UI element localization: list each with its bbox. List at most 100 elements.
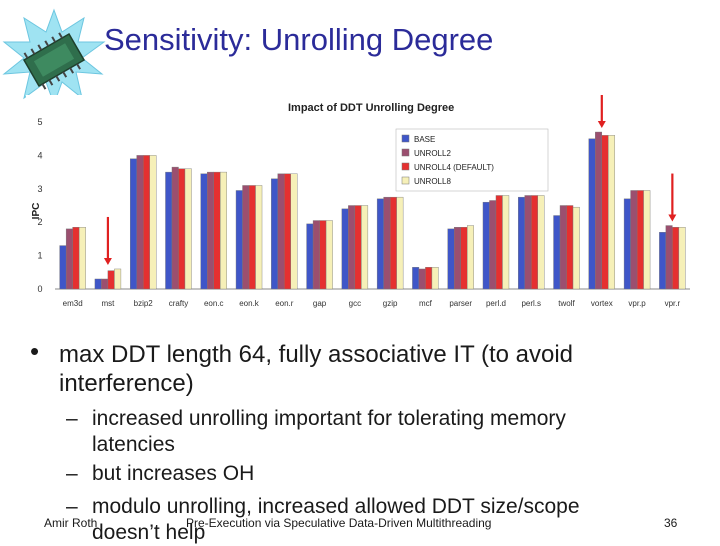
legend-label: BASE bbox=[414, 135, 435, 144]
bar-unroll8-parser bbox=[466, 225, 474, 290]
bar-unroll4-default-gzip bbox=[389, 196, 397, 290]
bar-base-mst bbox=[94, 278, 102, 290]
bar-base-parser bbox=[447, 228, 455, 290]
bar-unroll2-eon-r bbox=[277, 173, 285, 290]
x-tick-label: eon.c bbox=[204, 299, 224, 308]
legend-label: UNROLL8 bbox=[414, 177, 451, 186]
bar-unroll2-perl-s bbox=[524, 195, 532, 290]
bar-base-eon-k bbox=[235, 190, 243, 290]
bar-unroll4-default-mst bbox=[107, 270, 115, 290]
legend-label: UNROLL2 bbox=[414, 149, 451, 158]
bar-unroll8-mst bbox=[114, 268, 122, 290]
bar-unroll4-default-perl-d bbox=[495, 195, 503, 290]
bar-base-perl-s bbox=[518, 196, 525, 290]
bar-unroll4-default-crafty bbox=[178, 168, 186, 290]
bar-base-eon-c bbox=[200, 173, 208, 290]
bar-unroll8-bzip2 bbox=[149, 155, 157, 290]
sub-bullet-1-text-line2: latencies bbox=[92, 433, 175, 456]
annotation-arrow-head bbox=[668, 214, 677, 222]
bar-base-gap bbox=[306, 223, 314, 290]
bar-unroll8-perl-d bbox=[502, 195, 510, 290]
bar-unroll8-crafty bbox=[184, 168, 192, 290]
bar-unroll2-gap bbox=[312, 220, 320, 290]
bar-unroll4-default-parser bbox=[460, 227, 468, 290]
bar-unroll4-default-perl-s bbox=[531, 195, 538, 290]
bar-unroll2-eon-c bbox=[207, 171, 214, 290]
x-tick-label: bzip2 bbox=[134, 299, 154, 308]
x-tick-label: eon.r bbox=[275, 299, 294, 308]
bar-unroll4-default-mcf bbox=[425, 267, 433, 290]
bar-base-gcc bbox=[341, 208, 349, 290]
bar-unroll4-default-vortex bbox=[601, 135, 609, 290]
bar-unroll4-default-gcc bbox=[354, 205, 362, 290]
bar-unroll4-default-vpr-r bbox=[672, 227, 680, 290]
bar-base-vortex bbox=[588, 138, 596, 290]
y-axis-label: IPC bbox=[31, 203, 42, 220]
x-tick-label: gzip bbox=[383, 299, 398, 308]
chart-title: Impact of DDT Unrolling Degree bbox=[288, 102, 454, 114]
bar-unroll2-perl-d bbox=[489, 200, 497, 290]
slide-title: Sensitivity: Unrolling Degree bbox=[104, 22, 494, 57]
bar-unroll2-gzip bbox=[383, 196, 391, 290]
x-tick-label: em3d bbox=[63, 299, 83, 308]
sub-bullet-2-text: but increases OH bbox=[92, 462, 255, 485]
sub-bullet-dash: – bbox=[66, 407, 78, 430]
x-tick-label: mcf bbox=[419, 299, 433, 308]
bar-base-twolf bbox=[553, 215, 561, 290]
y-tick-label: 0 bbox=[37, 284, 42, 294]
bar-unroll8-perl-s bbox=[537, 195, 545, 290]
annotation-arrow-head bbox=[103, 257, 112, 265]
bar-unroll4-default-em3d bbox=[72, 227, 80, 290]
sub-bullet-dash: – bbox=[66, 495, 78, 518]
sub-bullet-dash: – bbox=[66, 462, 78, 485]
main-bullet-text: max DDT length 64, fully associative IT … bbox=[59, 341, 574, 397]
y-tick-label: 3 bbox=[37, 184, 42, 194]
x-tick-label: perl.s bbox=[521, 299, 541, 308]
bar-unroll4-default-eon-c bbox=[213, 171, 221, 290]
footer-author: Amir Roth bbox=[44, 516, 98, 530]
bar-unroll2-crafty bbox=[171, 166, 179, 290]
bullet-dot: • bbox=[30, 336, 40, 366]
y-tick-label: 2 bbox=[37, 217, 42, 227]
chart-legend-box bbox=[395, 128, 549, 192]
bar-unroll8-vortex bbox=[608, 135, 616, 290]
footer-talk-title: Pre-Execution via Speculative Data-Drive… bbox=[186, 516, 492, 530]
bar-unroll4-default-gap bbox=[319, 220, 327, 290]
bar-base-gzip bbox=[376, 198, 384, 290]
legend-swatch bbox=[401, 134, 410, 143]
bar-base-mcf bbox=[412, 267, 420, 290]
bar-unroll8-twolf bbox=[572, 206, 580, 290]
legend-swatch bbox=[401, 176, 410, 185]
bar-unroll2-gcc bbox=[348, 205, 356, 290]
x-tick-label: gap bbox=[313, 299, 327, 308]
x-tick-label: mst bbox=[101, 299, 115, 308]
bar-unroll8-gzip bbox=[396, 196, 404, 290]
bar-unroll8-eon-c bbox=[220, 171, 227, 290]
bar-unroll2-vpr-p bbox=[630, 190, 638, 290]
bar-unroll2-twolf bbox=[559, 205, 567, 290]
y-tick-label: 1 bbox=[37, 251, 42, 261]
ipc-bar-chart: Impact of DDT Unrolling Degree IPC 0 1 2 3 4… bbox=[26, 95, 692, 320]
bar-unroll4-default-bzip2 bbox=[142, 155, 150, 290]
x-tick-label: perl.d bbox=[486, 299, 506, 308]
bar-unroll4-default-eon-k bbox=[248, 185, 256, 290]
bar-unroll8-eon-r bbox=[290, 173, 298, 290]
chip-icon bbox=[22, 32, 86, 90]
bar-unroll2-vpr-r bbox=[665, 225, 673, 290]
legend-label: UNROLL4 (DEFAULT) bbox=[414, 163, 494, 172]
bar-unroll2-mst bbox=[101, 278, 109, 290]
bar-unroll8-gap bbox=[325, 220, 333, 290]
bar-base-vpr-p bbox=[623, 198, 631, 290]
bar-unroll2-bzip2 bbox=[136, 155, 144, 290]
bar-unroll2-mcf bbox=[418, 268, 426, 290]
bar-base-em3d bbox=[59, 245, 67, 290]
sub-bullet-3-text-line2: doesn’t help bbox=[92, 521, 206, 544]
bar-base-perl-d bbox=[482, 201, 490, 290]
bar-unroll8-em3d bbox=[78, 227, 86, 290]
bar-unroll2-em3d bbox=[65, 228, 73, 290]
x-tick-label: crafty bbox=[169, 299, 189, 308]
x-tick-label: eon.k bbox=[239, 299, 260, 308]
legend-swatch bbox=[401, 148, 410, 157]
bar-unroll4-default-eon-r bbox=[284, 173, 292, 290]
page-number: 36 bbox=[664, 516, 678, 530]
